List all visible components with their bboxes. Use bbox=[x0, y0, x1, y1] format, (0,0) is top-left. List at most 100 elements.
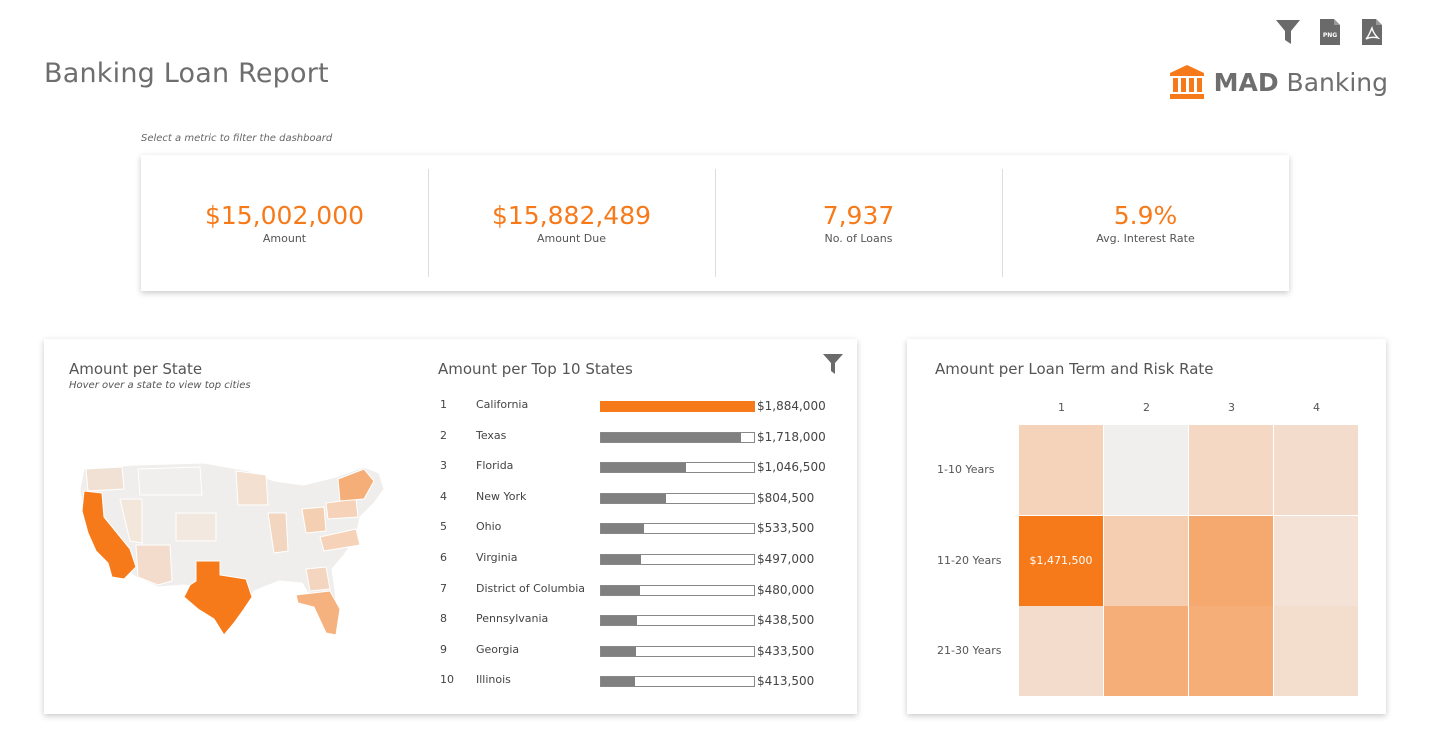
state-bar-row[interactable]: 5 Ohio $533,500 bbox=[438, 517, 838, 537]
kpi-value: 5.9% bbox=[1113, 201, 1178, 230]
state-value: $804,500 bbox=[757, 490, 815, 505]
heatmap-cell[interactable] bbox=[1104, 425, 1188, 515]
state-bar bbox=[601, 616, 637, 626]
heatmap-cell[interactable] bbox=[1189, 425, 1273, 515]
state-name: Pennsylvania bbox=[476, 612, 549, 626]
heatmap-column-label: 3 bbox=[1228, 401, 1235, 414]
kpi-amount-due[interactable]: $15,882,489 Amount Due bbox=[428, 155, 715, 291]
brand-logo: MAD Banking bbox=[1168, 64, 1388, 100]
heatmap-cell[interactable] bbox=[1274, 515, 1358, 606]
state-name: Texas bbox=[476, 428, 507, 442]
heatmap-row-label: 21-30 Years bbox=[937, 644, 1002, 657]
state-bar-row[interactable]: 3 Florida $1,046,500 bbox=[438, 456, 838, 476]
map-subtitle: Hover over a state to view top cities bbox=[69, 380, 251, 391]
kpi-label: Amount bbox=[262, 232, 307, 245]
heatmap-cell[interactable] bbox=[1019, 425, 1103, 515]
page-title: Banking Loan Report bbox=[44, 58, 329, 89]
state-name: District of Columbia bbox=[476, 581, 586, 595]
map-state-washington bbox=[85, 466, 125, 492]
state-bar-track bbox=[600, 431, 755, 443]
state-value: $533,500 bbox=[757, 521, 815, 536]
kpi-interest-rate[interactable]: 5.9% Avg. Interest Rate bbox=[1002, 155, 1289, 291]
state-value: $413,500 bbox=[757, 674, 815, 689]
heatmap-cell[interactable] bbox=[1189, 606, 1273, 696]
kpi-amount[interactable]: $15,002,000 Amount bbox=[141, 155, 428, 291]
heatmap-row-label: 11-20 Years bbox=[937, 553, 1002, 567]
state-bar bbox=[601, 463, 686, 473]
state-bar-track bbox=[600, 554, 755, 565]
state-name: Illinois bbox=[476, 673, 511, 687]
top-states-filter-icon[interactable] bbox=[822, 352, 844, 376]
png-export-label: PNG bbox=[1323, 32, 1337, 39]
map-state-new-york bbox=[337, 468, 375, 502]
state-bar-track bbox=[600, 492, 755, 504]
state-name: Ohio bbox=[476, 520, 502, 534]
state-bar-row[interactable]: 10 Illinois $413,500 bbox=[438, 670, 838, 690]
state-value: $438,500 bbox=[757, 613, 815, 628]
state-rank: 8 bbox=[440, 612, 447, 626]
state-bar-track bbox=[600, 462, 755, 474]
state-bar-row[interactable]: 9 Georgia $433,500 bbox=[438, 640, 838, 660]
state-bar-track bbox=[600, 645, 755, 657]
state-name: Florida bbox=[476, 459, 514, 473]
map-state-ohio bbox=[301, 506, 327, 534]
state-bar-row[interactable]: 4 New York $804,500 bbox=[438, 487, 838, 507]
heatmap-cell[interactable] bbox=[1189, 515, 1273, 606]
heatmap-column-label: 1 bbox=[1058, 401, 1065, 414]
state-bar-row[interactable]: 8 Pennsylvania $438,500 bbox=[438, 609, 838, 629]
filter-icon[interactable] bbox=[1274, 16, 1302, 48]
state-bar bbox=[601, 585, 640, 595]
state-bar-row[interactable]: 6 Virginia $497,000 bbox=[438, 548, 838, 568]
state-bar-row[interactable]: 7 District of Columbia $480,000 bbox=[438, 579, 838, 599]
map-state-virginia bbox=[319, 528, 361, 552]
kpi-value: $15,882,489 bbox=[491, 201, 652, 230]
heatmap-cell[interactable] bbox=[1019, 606, 1103, 696]
map-state-montana bbox=[137, 466, 203, 496]
state-value: $433,500 bbox=[757, 643, 815, 658]
kpi-loan-count[interactable]: 7,937 No. of Loans bbox=[715, 155, 1002, 291]
state-panel: Amount per State Hover over a state to v… bbox=[44, 339, 857, 714]
kpi-label: Avg. Interest Rate bbox=[1096, 232, 1195, 245]
heatmap-cell[interactable] bbox=[1104, 515, 1188, 606]
state-rank: 10 bbox=[440, 673, 454, 687]
state-value: $480,000 bbox=[757, 582, 815, 597]
heatmap-cell[interactable] bbox=[1274, 606, 1358, 696]
state-bar-row[interactable]: 2 Texas $1,718,000 bbox=[438, 426, 838, 446]
map-state-pennsylvania bbox=[325, 498, 359, 520]
state-rank: 9 bbox=[440, 642, 447, 656]
heatmap-cell[interactable]: $1,471,500 bbox=[1019, 515, 1103, 606]
state-value: $1,718,000 bbox=[757, 429, 826, 444]
state-bar bbox=[601, 493, 667, 503]
top-states-title: Amount per Top 10 States bbox=[438, 360, 633, 378]
heatmap-column-label: 4 bbox=[1313, 401, 1320, 414]
png-export-icon[interactable]: PNG bbox=[1316, 16, 1344, 48]
map-state-nevada bbox=[119, 498, 143, 544]
heatmap-cell[interactable] bbox=[1274, 425, 1358, 515]
pdf-export-icon[interactable] bbox=[1358, 16, 1386, 48]
kpi-value: $15,002,000 bbox=[204, 201, 365, 230]
map-state-arizona bbox=[135, 544, 173, 586]
state-rank: 5 bbox=[440, 520, 447, 534]
state-bar-track bbox=[600, 676, 755, 688]
brand-name-light: Banking bbox=[1286, 67, 1388, 97]
toolbar: PNG bbox=[1274, 16, 1386, 48]
state-rank: 1 bbox=[440, 398, 447, 411]
state-rank: 2 bbox=[440, 428, 447, 442]
state-name: Georgia bbox=[476, 642, 520, 656]
us-map[interactable] bbox=[74, 459, 414, 649]
kpi-label: No. of Loans bbox=[824, 232, 893, 245]
state-bar bbox=[601, 677, 635, 687]
state-bar-track bbox=[600, 584, 755, 596]
state-rank: 4 bbox=[440, 489, 447, 503]
map-title: Amount per State bbox=[69, 360, 203, 378]
map-state-texas bbox=[183, 560, 253, 636]
state-bar-track bbox=[600, 615, 755, 627]
map-state-colorado bbox=[175, 512, 217, 542]
heatmap-cell[interactable] bbox=[1104, 606, 1188, 696]
heatmap-cell-label: $1,471,500 bbox=[1029, 554, 1093, 567]
state-name: New York bbox=[476, 489, 527, 503]
heatmap-row-label: 1-10 Years bbox=[937, 463, 995, 476]
state-bar-row[interactable]: 1 California $1,884,000 bbox=[438, 395, 838, 415]
map-state-florida bbox=[295, 590, 341, 636]
kpi-card: $15,002,000 Amount $15,882,489 Amount Du… bbox=[141, 155, 1289, 291]
